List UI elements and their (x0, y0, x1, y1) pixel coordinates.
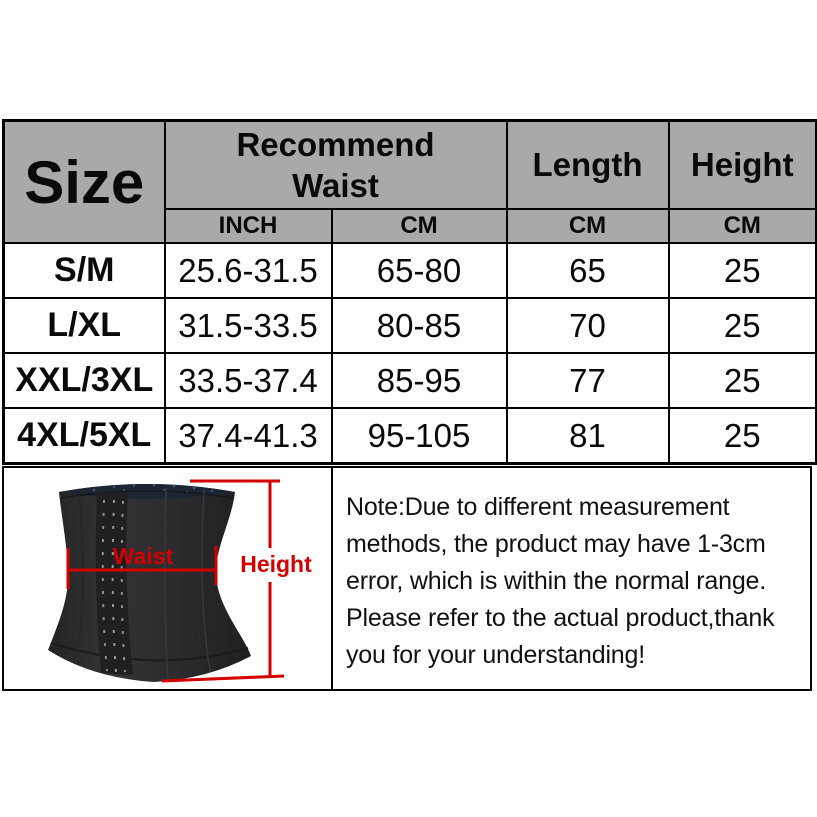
note-box: Note:Due to different measurement method… (333, 468, 810, 689)
recommend-waist-header-line1: Recommend (236, 125, 435, 163)
height-cell: 25 (667, 297, 817, 354)
height-cell: 25 (667, 407, 817, 465)
waist-trainer-illustration: Waist Height (48, 479, 312, 683)
table-row-lxl: L/XL 31.5-33.5 80-85 70 25 (2, 297, 817, 354)
waist-inch-cell: 33.5-37.4 (163, 352, 333, 409)
garment-body-shape (48, 483, 251, 682)
hook-closure-strip (95, 493, 133, 675)
waist-dimension-label: Waist (113, 543, 174, 569)
waist-cm-cell: 85-95 (330, 352, 508, 409)
table-row-xxl3xl: XXL/3XL 33.5-37.4 85-95 77 25 (2, 352, 817, 409)
size-cell: XXL/3XL (2, 352, 166, 409)
waist-cm-cell: 80-85 (330, 297, 508, 354)
height-column-header: Height (667, 119, 817, 210)
length-cell: 81 (505, 407, 670, 465)
length-cell: 70 (505, 297, 670, 354)
unit-inch: INCH (163, 208, 333, 244)
size-column-header: Size (2, 119, 166, 244)
note-text-line: you for your understanding! (346, 641, 645, 669)
note-text-line: error, which is within the normal range. (346, 567, 766, 595)
waist-inch-cell: 31.5-33.5 (163, 297, 333, 354)
measurement-annotations (66, 479, 285, 683)
recommend-waist-header-line2: Waist (292, 167, 379, 204)
product-diagram-box: Waist Height (4, 468, 333, 689)
length-cell: 77 (505, 352, 670, 409)
table-row-4xl5xl: 4XL/5XL 37.4-41.3 95-105 81 25 (2, 407, 817, 465)
size-cell: L/XL (2, 297, 166, 354)
note-text-line: methods, the product may have 1-3cm (346, 530, 766, 558)
length-column-header: Length (505, 119, 670, 210)
table-header-row: Size Recommend Waist Length Height (2, 119, 817, 244)
note-text-line: Please refer to the actual product,thank (346, 604, 775, 632)
waist-cm-cell: 95-105 (330, 407, 508, 465)
unit-cm-height: CM (667, 208, 817, 244)
height-dimension-label: Height (240, 551, 312, 577)
recommend-waist-header: Recommend Waist (163, 119, 508, 210)
note-text-line: Note:Due to different measurement (346, 493, 730, 521)
height-cell: 25 (667, 242, 817, 299)
unit-cm-waist: CM (330, 208, 508, 244)
height-cell: 25 (667, 352, 817, 409)
table-units-row: INCH CM CM CM (4, 208, 817, 244)
length-cell: 65 (505, 242, 670, 299)
waist-inch-cell: 25.6-31.5 (163, 242, 333, 299)
waist-inch-cell: 37.4-41.3 (163, 407, 333, 465)
bottom-panel: Waist Height Note:Due to different measu… (2, 466, 812, 691)
unit-cm-length: CM (505, 208, 670, 244)
size-cell: 4XL/5XL (2, 407, 166, 465)
size-table: Size Recommend Waist Length Height INCH … (2, 119, 817, 465)
waist-cm-cell: 65-80 (330, 242, 508, 299)
table-row-sm: S/M 25.6-31.5 65-80 65 25 (2, 242, 817, 299)
size-cell: S/M (2, 242, 166, 299)
